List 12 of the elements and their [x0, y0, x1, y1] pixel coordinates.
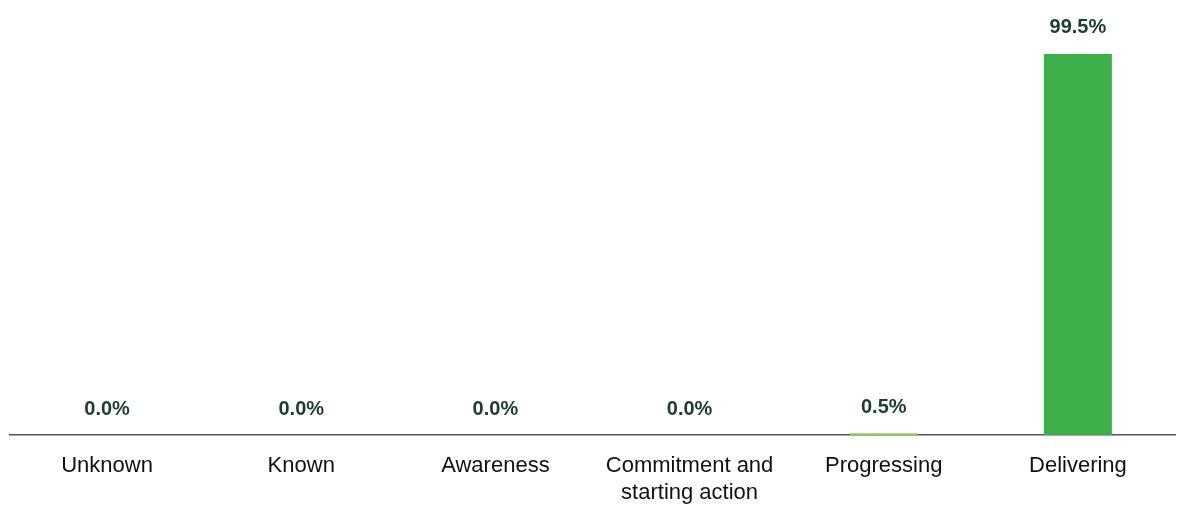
x-tick-label: Awareness: [441, 452, 550, 478]
data-label: 0.5%: [860, 394, 907, 417]
data-label: 99.5%: [1049, 15, 1107, 38]
x-tick-label: Commitment and starting action: [605, 452, 774, 504]
x-tick-label: Known: [267, 452, 335, 478]
x-tick-label: Delivering: [1029, 452, 1127, 478]
data-label: 0.0%: [84, 396, 131, 419]
data-label: 0.0%: [278, 396, 325, 419]
x-tick-label: Progressing: [825, 452, 943, 478]
x-tick-label: Unknown: [61, 452, 153, 478]
data-label: 0.0%: [666, 396, 713, 419]
data-label: 0.0%: [472, 396, 519, 419]
